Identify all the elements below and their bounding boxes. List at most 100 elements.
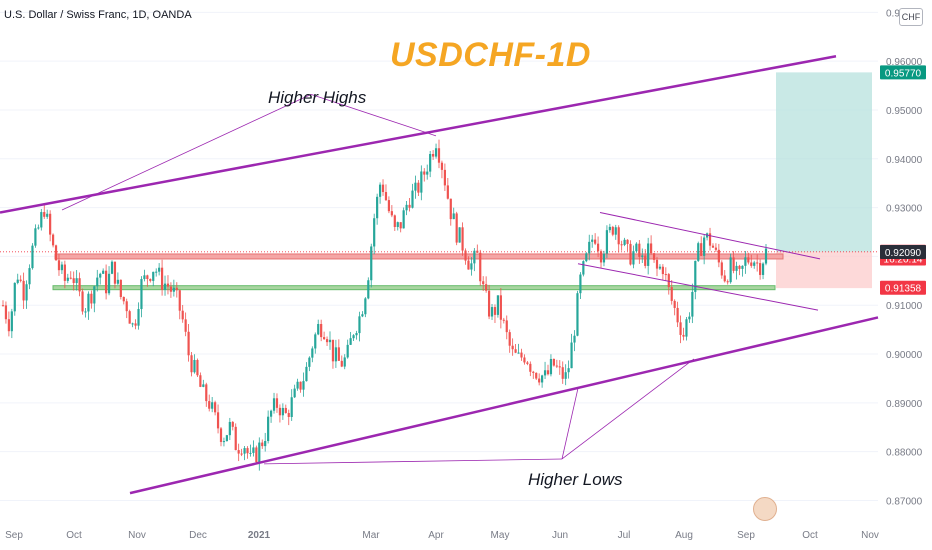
candle-body <box>28 268 31 285</box>
candle-body <box>499 295 502 320</box>
candle-body <box>426 171 429 175</box>
candle-body <box>340 360 343 367</box>
candle-body <box>293 388 296 398</box>
candle-body <box>508 332 511 346</box>
candle-body <box>187 331 190 356</box>
higher-lows-pointer <box>263 458 563 465</box>
candle-body <box>149 279 152 281</box>
candle-body <box>479 252 482 282</box>
candle-body <box>10 311 13 332</box>
candle-body <box>160 267 164 290</box>
candle-body <box>325 339 329 343</box>
candle-body <box>691 291 694 317</box>
candle-body <box>34 228 37 246</box>
candle-body <box>617 227 620 245</box>
candle-body <box>49 213 52 235</box>
candle-body <box>614 227 617 235</box>
candle-body <box>163 283 167 290</box>
candle-body <box>284 407 287 413</box>
candle-body <box>750 262 753 266</box>
candle-body <box>582 261 585 275</box>
candle-body <box>122 296 125 302</box>
candle-body <box>638 243 641 257</box>
candle-body <box>172 287 175 292</box>
candle-body <box>685 319 688 337</box>
candle-body <box>376 196 379 219</box>
x-tick-label: 2021 <box>248 530 271 541</box>
x-tick-label: May <box>491 530 510 541</box>
candle-body <box>269 410 273 417</box>
currency-button[interactable]: CHF <box>899 8 923 26</box>
candle-body <box>482 281 485 285</box>
candle-body <box>641 255 644 257</box>
x-tick-label: Sep <box>737 530 755 541</box>
candle-body <box>51 234 55 246</box>
candle-body <box>72 278 75 284</box>
candle-body <box>334 347 337 362</box>
candle-body <box>502 319 505 321</box>
candle-body <box>140 279 143 310</box>
candle-body <box>717 249 720 263</box>
candle-body <box>493 307 497 315</box>
candle-body <box>623 239 626 245</box>
candle-body <box>620 244 623 246</box>
candle-body <box>75 278 78 284</box>
candle-body <box>443 169 446 186</box>
candle-body <box>143 275 146 280</box>
x-tick-label: Aug <box>675 530 693 541</box>
candle-body <box>258 442 261 463</box>
candle-body <box>732 257 735 271</box>
candle-body <box>358 316 361 334</box>
candle-body <box>302 381 305 390</box>
candle-body <box>644 255 647 266</box>
candle-body <box>517 352 520 354</box>
candle-body <box>228 421 231 436</box>
candle-body <box>81 291 84 312</box>
x-tick-label: Dec <box>189 530 207 541</box>
candle-body <box>237 450 240 454</box>
candle-body <box>190 355 193 373</box>
candle-body <box>367 280 370 299</box>
candle-body <box>511 345 514 350</box>
candle-body <box>703 237 706 256</box>
candle-body <box>694 260 697 292</box>
candle-body <box>131 323 134 325</box>
candle-body <box>487 290 491 317</box>
candle-body <box>611 226 614 235</box>
higher-highs-label: Higher Highs <box>268 88 367 107</box>
candle-body <box>449 198 452 220</box>
candle-body <box>31 245 34 269</box>
price-tag <box>880 280 926 295</box>
candle-body <box>158 267 161 272</box>
candle-body <box>529 363 532 372</box>
price-tag-label: 0.95770 <box>885 68 922 79</box>
higher-highs-pointer <box>310 93 437 137</box>
candle-body <box>729 257 732 283</box>
candle-body <box>543 370 547 376</box>
candle-body <box>328 339 332 343</box>
higher-highs-pointer <box>61 93 312 211</box>
candle-body <box>184 319 187 332</box>
y-tick-label: 0.93000 <box>886 204 923 215</box>
candle-body <box>364 298 367 315</box>
candle-body <box>399 222 402 229</box>
candle-body <box>756 262 759 264</box>
candle-body <box>473 250 476 264</box>
candle-body <box>535 372 538 379</box>
upper-trendline <box>0 55 837 214</box>
candle-body <box>526 362 529 364</box>
x-tick-label: Jul <box>618 530 631 541</box>
candle-body <box>655 259 659 269</box>
candle-body <box>417 182 420 193</box>
candle-body <box>311 348 314 358</box>
x-tick-label: Apr <box>428 530 444 541</box>
candle-body <box>346 344 349 358</box>
lower-trendline <box>129 316 879 495</box>
candle-body <box>78 278 81 292</box>
candle-body <box>664 274 667 276</box>
candle-body <box>432 153 435 157</box>
candle-body <box>305 366 308 382</box>
candle-body <box>588 241 591 254</box>
